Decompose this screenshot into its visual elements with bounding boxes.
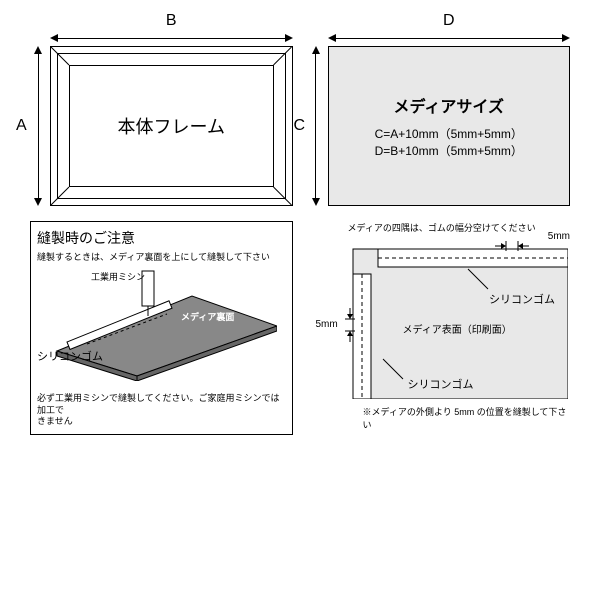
frame-inner: 本体フレーム	[69, 65, 274, 187]
label-media-back: メディア裏面	[181, 310, 234, 323]
gap-bottom-label: 5mm	[316, 319, 338, 330]
dim-a-label: A	[16, 117, 27, 135]
corner-note-bottom: ※メディアの外側より 5mm の位置を縫製して下さい	[363, 405, 571, 431]
notice-text-3: きません	[37, 416, 73, 426]
notice-text-2: 必ず工業用ミシンで縫製してください。ご家庭用ミシンでは加工で	[37, 393, 279, 415]
media-panel: D C メディアサイズ C=A+10mm（5mm+5mm） D=B+10mm（5…	[308, 30, 571, 206]
corner-silicon-1: シリコンゴム	[489, 291, 555, 307]
media-formula-1: C=A+10mm（5mm+5mm）	[375, 125, 523, 142]
frame-panel: B A 本体フレーム	[30, 30, 293, 206]
gap-right-label: 5mm	[548, 231, 570, 242]
notice-footer: 必ず工業用ミシンで縫製してください。ご家庭用ミシンでは加工で きません	[37, 393, 286, 428]
media-box: メディアサイズ C=A+10mm（5mm+5mm） D=B+10mm（5mm+5…	[328, 46, 571, 206]
media-formula-2: D=B+10mm（5mm+5mm）	[375, 142, 523, 159]
frame-outer: 本体フレーム	[50, 46, 293, 206]
notice-title: 縫製時のご注意	[37, 228, 286, 248]
dim-c-label: C	[294, 117, 306, 135]
dim-d-label: D	[443, 12, 455, 30]
corner-diagram-svg	[308, 229, 568, 399]
notice-panel: 縫製時のご注意 縫製するときは、メディア裏面を上にして縫製して下さい 工業用ミシ…	[30, 221, 293, 435]
media-title: メディアサイズ	[394, 93, 504, 117]
label-silicon: シリコンゴム	[37, 348, 103, 364]
label-machine: 工業用ミシン	[91, 270, 145, 283]
dim-b-arrow: B	[50, 30, 293, 46]
dim-b-label: B	[166, 12, 177, 30]
frame-title: 本体フレーム	[118, 113, 225, 139]
corner-surface: メディア表面（印刷面）	[403, 321, 512, 336]
notice-text-1: 縫製するときは、メディア裏面を上にして縫製して下さい	[37, 252, 286, 264]
corner-silicon-2: シリコンゴム	[408, 376, 474, 392]
dim-c-arrow: C	[308, 46, 324, 206]
corner-panel: メディアの四隅は、ゴムの幅分空けてください 5mm 5mm シリコンゴム メディ…	[308, 221, 571, 431]
dim-d-arrow: D	[328, 30, 571, 46]
dim-a-arrow: A	[30, 46, 46, 206]
